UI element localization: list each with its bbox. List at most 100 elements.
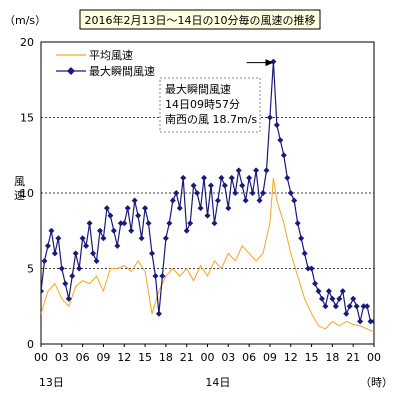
- series-point-1: [190, 182, 197, 189]
- x-tick-label: 00: [34, 351, 48, 364]
- series-point-1: [121, 220, 128, 227]
- series-point-1: [294, 220, 301, 227]
- series-point-1: [235, 167, 242, 174]
- series-point-1: [41, 288, 44, 295]
- series-point-1: [58, 265, 65, 272]
- series-point-1: [256, 197, 263, 204]
- series-point-1: [142, 205, 149, 212]
- series-point-1: [246, 174, 253, 181]
- annotation-line-1: 最大瞬間風速: [165, 82, 231, 96]
- series-point-1: [138, 235, 145, 242]
- series-point-1: [287, 190, 294, 196]
- series-point-1: [228, 174, 235, 181]
- series-point-1: [318, 295, 325, 302]
- series-point-1: [76, 265, 83, 272]
- x-tick-label: 06: [242, 351, 256, 364]
- series-point-1: [332, 303, 339, 310]
- series-point-1: [346, 303, 353, 310]
- series-point-1: [83, 242, 90, 249]
- series-point-1: [301, 250, 308, 257]
- grid-lines: [41, 117, 374, 269]
- x-tick-label: 12: [117, 351, 131, 364]
- series-point-1: [65, 295, 72, 302]
- series-point-1: [360, 303, 367, 310]
- legend-label-max: 最大瞬間風速: [89, 64, 155, 78]
- x-tick-label: 21: [346, 351, 360, 364]
- x-unit-label: （時）: [360, 376, 393, 389]
- x-tick-label: 12: [284, 351, 298, 364]
- series-point-1: [350, 295, 357, 302]
- series-point-1: [41, 257, 48, 264]
- x-tick-label: 21: [180, 351, 194, 364]
- series-point-1: [273, 122, 280, 129]
- series-point-1: [48, 227, 55, 234]
- series-point-1: [371, 318, 374, 325]
- series-point-1: [207, 182, 214, 189]
- series-point-1: [284, 174, 291, 181]
- series-point-1: [197, 205, 204, 212]
- series-point-1: [239, 182, 246, 189]
- series-point-1: [277, 137, 284, 144]
- series-point-1: [218, 174, 225, 181]
- series-point-1: [367, 318, 374, 325]
- x-tick-label: 06: [76, 351, 90, 364]
- annotation-arrowhead: [265, 59, 274, 67]
- legend-marker-max: [67, 67, 75, 75]
- series-point-1: [201, 174, 208, 181]
- series-point-1: [280, 152, 287, 159]
- y-tick-label: 20: [20, 36, 34, 49]
- annotation-box: [159, 77, 261, 133]
- annotation-line-3: 南西の風 18.7m/s: [165, 113, 257, 126]
- y-tick-label: 0: [27, 338, 34, 351]
- series-point-1: [291, 197, 298, 204]
- series-point-1: [339, 288, 346, 295]
- series-point-1: [364, 303, 371, 310]
- y-tick-label: 10: [20, 187, 34, 200]
- series-point-1: [263, 167, 270, 174]
- series-point-1: [249, 190, 256, 196]
- annotation-line-2: 14日09時57分: [165, 98, 240, 111]
- series-point-1: [110, 227, 117, 234]
- series-point-1: [93, 257, 100, 264]
- series-point-1: [260, 190, 266, 196]
- series-point-1: [242, 197, 249, 204]
- series-point-1: [315, 288, 322, 295]
- series-point-1: [44, 242, 51, 249]
- series-point-1: [114, 242, 121, 249]
- series-point-1: [145, 220, 152, 227]
- legend: 平均風速 最大瞬間風速: [51, 45, 168, 81]
- series-point-1: [69, 273, 76, 280]
- y-tick-label: 15: [20, 112, 34, 125]
- series-point-1: [325, 288, 332, 295]
- series-point-1: [183, 227, 190, 234]
- series-point-1: [131, 197, 138, 204]
- series-point-1: [221, 182, 228, 189]
- series-point-1: [96, 227, 103, 234]
- x-tick-label: 00: [367, 351, 381, 364]
- series-point-1: [305, 265, 312, 272]
- series-point-1: [353, 303, 360, 310]
- series-point-1: [100, 235, 107, 242]
- series-point-1: [253, 167, 260, 174]
- x-tick-label: 09: [96, 351, 110, 364]
- series-point-1: [72, 250, 79, 257]
- chart-title: 2016年2月13日～14日の10分毎の風速の推移: [85, 13, 316, 27]
- series-point-1: [162, 235, 169, 242]
- x-tick-label: 03: [55, 351, 69, 364]
- series-point-1: [204, 212, 211, 219]
- series-point-1: [266, 114, 273, 121]
- series-point-1: [308, 265, 315, 272]
- series-point-1: [169, 197, 176, 204]
- series-point-1: [79, 235, 86, 242]
- y-tick-label: 5: [27, 263, 34, 276]
- legend-label-average: 平均風速: [89, 49, 133, 62]
- series-point-1: [322, 303, 329, 310]
- series-point-1: [176, 205, 183, 212]
- series-point-1: [214, 197, 221, 204]
- series-point-1: [90, 250, 97, 257]
- x-tick-label: 18: [325, 351, 339, 364]
- series-point-1: [298, 235, 305, 242]
- series-point-1: [312, 280, 319, 287]
- series-point-1: [336, 295, 343, 302]
- series-point-1: [343, 310, 350, 317]
